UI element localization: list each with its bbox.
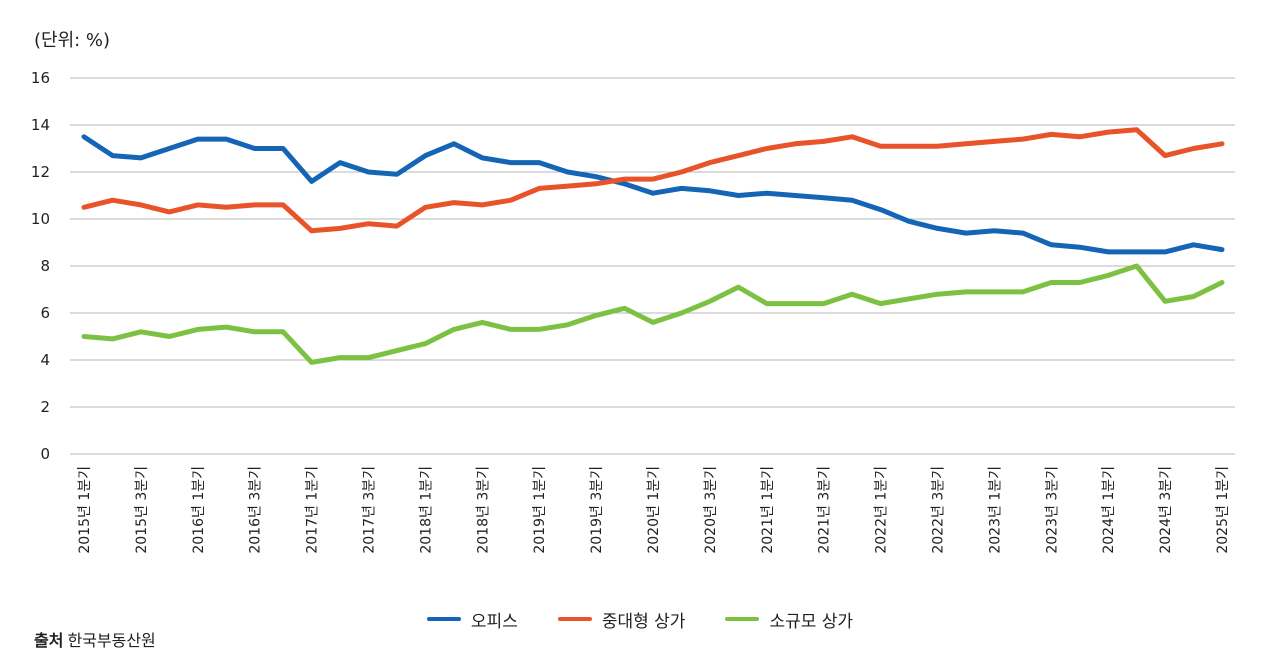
x-tick-label: 2022년 1분기 bbox=[874, 466, 890, 554]
x-tick-label: 2018년 3분기 bbox=[475, 466, 491, 554]
legend-item: 오피스 bbox=[426, 606, 518, 632]
series-lines bbox=[81, 127, 1225, 365]
y-tick-label: 6 bbox=[40, 304, 50, 322]
x-tick-label: 2024년 1분기 bbox=[1101, 466, 1117, 554]
legend-item: 중대형 상가 bbox=[557, 606, 686, 632]
x-tick-label: 2021년 3분기 bbox=[817, 466, 833, 554]
x-tick-label: 2018년 1분기 bbox=[418, 466, 434, 554]
x-tick-label: 2016년 1분기 bbox=[191, 466, 207, 554]
source-text: 한국부동산원 bbox=[67, 631, 156, 650]
source-label: 출처 bbox=[34, 631, 64, 650]
y-axis-ticks: 0 2 4 6 8 10 12 14 16 bbox=[31, 69, 50, 463]
x-tick-label: 2020년 3분기 bbox=[703, 466, 719, 554]
series-line-3 bbox=[81, 263, 1225, 365]
legend-label: 오피스 bbox=[470, 611, 518, 632]
x-tick-label: 2024년 3분기 bbox=[1158, 466, 1174, 554]
y-tick-label: 8 bbox=[40, 257, 50, 275]
x-axis-ticks: 2015년 1분기 2015년 3분기 2016년 1분기 2016년 3분기 2017… bbox=[77, 466, 1231, 554]
source-note: 출처 한국부동산원 bbox=[34, 627, 156, 651]
x-tick-label: 2023년 3분기 bbox=[1044, 466, 1060, 554]
legend-swatch bbox=[426, 617, 461, 621]
legend-swatch bbox=[557, 617, 592, 621]
x-tick-label: 2021년 1분기 bbox=[760, 466, 776, 554]
y-tick-label: 10 bbox=[31, 210, 50, 228]
x-tick-label: 2017년 1분기 bbox=[305, 466, 321, 554]
x-tick-label: 2020년 1분기 bbox=[646, 466, 662, 554]
x-tick-label: 2015년 3분기 bbox=[134, 466, 150, 554]
x-tick-label: 2017년 3분기 bbox=[362, 466, 378, 554]
series-line-2 bbox=[81, 127, 1225, 234]
y-tick-label: 12 bbox=[31, 163, 50, 181]
legend-swatch bbox=[725, 617, 760, 621]
gridlines bbox=[70, 77, 1235, 455]
y-tick-label: 2 bbox=[40, 398, 50, 416]
y-tick-label: 0 bbox=[40, 445, 50, 463]
y-tick-label: 16 bbox=[31, 69, 50, 87]
legend: 오피스 중대형 상가 소규모 상가 bbox=[0, 606, 1280, 632]
legend-label: 중대형 상가 bbox=[601, 611, 686, 632]
x-tick-label: 2022년 3분기 bbox=[931, 466, 947, 554]
y-tick-label: 4 bbox=[40, 351, 50, 369]
series-line-1 bbox=[81, 134, 1225, 255]
x-tick-label: 2019년 3분기 bbox=[589, 466, 605, 554]
x-tick-label: 2019년 1분기 bbox=[532, 466, 548, 554]
x-tick-label: 2025년 1분기 bbox=[1215, 466, 1231, 554]
legend-item: 소규모 상가 bbox=[725, 606, 853, 632]
x-tick-label: 2015년 1분기 bbox=[77, 466, 93, 554]
y-tick-label: 14 bbox=[31, 116, 50, 134]
unit-label: (단위: %) bbox=[34, 30, 111, 51]
x-tick-label: 2023년 1분기 bbox=[987, 466, 1003, 554]
legend-label: 소규모 상가 bbox=[769, 611, 854, 632]
x-tick-label: 2016년 3분기 bbox=[248, 466, 264, 554]
